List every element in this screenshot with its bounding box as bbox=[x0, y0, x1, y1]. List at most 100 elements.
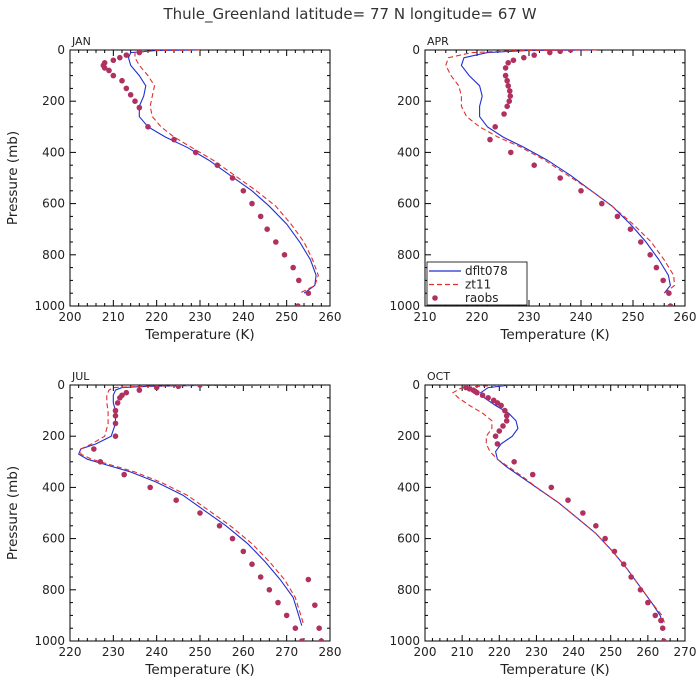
raobs-point bbox=[97, 459, 104, 465]
raobs-point bbox=[257, 213, 264, 220]
zt11-line bbox=[445, 50, 676, 294]
panel-label: APR bbox=[427, 35, 449, 48]
raobs-point bbox=[281, 252, 288, 258]
y-axis-label: Pressure (mb) bbox=[5, 466, 21, 560]
raobs-point bbox=[611, 548, 618, 555]
x-tick-label: 220 bbox=[145, 310, 168, 324]
raobs-point bbox=[531, 52, 537, 58]
raobs-point bbox=[318, 638, 325, 641]
x-tick-label: 240 bbox=[145, 645, 168, 659]
panel-label: JUL bbox=[71, 370, 90, 383]
x-tick-label: 250 bbox=[622, 310, 645, 324]
x-tick-label: 240 bbox=[232, 310, 255, 324]
dflt078-line bbox=[460, 50, 671, 294]
raobs-point bbox=[510, 57, 517, 64]
raobs-point bbox=[229, 535, 236, 542]
y-tick-label: 600 bbox=[42, 197, 65, 211]
y-tick-label: 1000 bbox=[389, 299, 420, 313]
dflt078-line bbox=[78, 385, 303, 626]
y-tick-label: 800 bbox=[397, 248, 420, 262]
raobs-point bbox=[557, 175, 563, 181]
panels: 200 210 220 230 240 250 260 0 200 400 600 800 1000 JA… bbox=[5, 35, 696, 678]
raobs-point bbox=[127, 92, 134, 98]
raobs-point bbox=[474, 389, 480, 396]
raobs-point bbox=[296, 277, 302, 284]
raobs-point bbox=[567, 50, 574, 53]
x-tick-label: 200 bbox=[59, 310, 82, 324]
raobs-point bbox=[506, 88, 513, 94]
zt11-line bbox=[80, 385, 305, 626]
raobs-point bbox=[316, 625, 322, 631]
raobs-point bbox=[145, 124, 151, 130]
raobs-point bbox=[501, 111, 507, 117]
raobs-point bbox=[257, 574, 264, 580]
raobs-point bbox=[487, 136, 493, 143]
raobs-point bbox=[312, 602, 318, 608]
raobs-point bbox=[614, 213, 621, 220]
raobs-point bbox=[531, 162, 537, 168]
raobs-point bbox=[273, 239, 279, 245]
y-tick-label: 400 bbox=[397, 145, 420, 159]
x-tick-label: 210 bbox=[414, 310, 437, 324]
x-tick-label: 230 bbox=[189, 310, 212, 324]
raobs-point bbox=[647, 252, 653, 258]
y-tick-label: 200 bbox=[42, 429, 65, 443]
raobs-point bbox=[506, 98, 513, 104]
y-tick-label: 0 bbox=[412, 43, 420, 57]
x-tick-label: 250 bbox=[275, 310, 298, 324]
raobs-point bbox=[153, 385, 160, 391]
panel-oct: 200 210 220 230 240 250 260 270 0 200 400 600 800 100… bbox=[389, 370, 696, 678]
raobs-point bbox=[112, 420, 119, 427]
x-tick-label: 210 bbox=[451, 645, 474, 659]
raobs-point bbox=[117, 395, 123, 401]
raobs-point bbox=[503, 418, 510, 424]
x-tick-label: 220 bbox=[59, 645, 82, 659]
panel-jan: 200 210 220 230 240 250 260 0 200 400 600 800 1000 JA… bbox=[5, 35, 341, 343]
panel-label: JAN bbox=[71, 35, 91, 48]
raobs-point bbox=[507, 93, 514, 99]
x-tick-label: 230 bbox=[102, 645, 125, 659]
raobs-point bbox=[599, 200, 605, 207]
y-tick-label: 200 bbox=[42, 94, 65, 108]
y-tick-label: 0 bbox=[57, 43, 65, 57]
y-tick-label: 0 bbox=[57, 378, 65, 392]
raobs-point bbox=[658, 617, 664, 624]
y-tick-label: 1000 bbox=[389, 634, 420, 648]
y-tick-label: 800 bbox=[397, 583, 420, 597]
raobs-point bbox=[175, 385, 182, 390]
raobs-point bbox=[637, 587, 644, 593]
raobs-point bbox=[502, 407, 508, 414]
raobs-point bbox=[492, 433, 499, 440]
x-axis-label: Temperature (K) bbox=[144, 327, 254, 343]
plot-area bbox=[78, 385, 325, 641]
raobs-point bbox=[504, 103, 510, 110]
raobs-point bbox=[485, 395, 491, 401]
raobs-point bbox=[504, 77, 510, 84]
y-tick-label: 600 bbox=[397, 197, 420, 211]
raobs-point bbox=[119, 77, 125, 84]
raobs-point bbox=[249, 200, 255, 207]
x-tick-label: 260 bbox=[674, 310, 697, 324]
raobs-point bbox=[290, 264, 296, 271]
raobs-point bbox=[645, 599, 651, 606]
raobs-point bbox=[638, 239, 644, 245]
raobs-point bbox=[112, 412, 119, 419]
raobs-point bbox=[503, 412, 510, 419]
raobs-point bbox=[121, 471, 127, 478]
raobs-point bbox=[112, 433, 119, 440]
x-axis-label: Temperature (K) bbox=[499, 662, 609, 678]
raobs-point bbox=[521, 54, 527, 61]
legend-marker bbox=[432, 295, 438, 301]
raobs-point bbox=[110, 57, 117, 64]
y-tick-label: 400 bbox=[397, 480, 420, 494]
x-tick-label: 280 bbox=[319, 645, 342, 659]
raobs-point bbox=[123, 85, 130, 92]
raobs-point bbox=[628, 574, 634, 580]
x-tick-label: 270 bbox=[674, 645, 697, 659]
raobs-point bbox=[249, 561, 255, 567]
raobs-point bbox=[578, 188, 584, 194]
raobs-point bbox=[505, 60, 512, 66]
x-tick-label: 230 bbox=[518, 310, 541, 324]
